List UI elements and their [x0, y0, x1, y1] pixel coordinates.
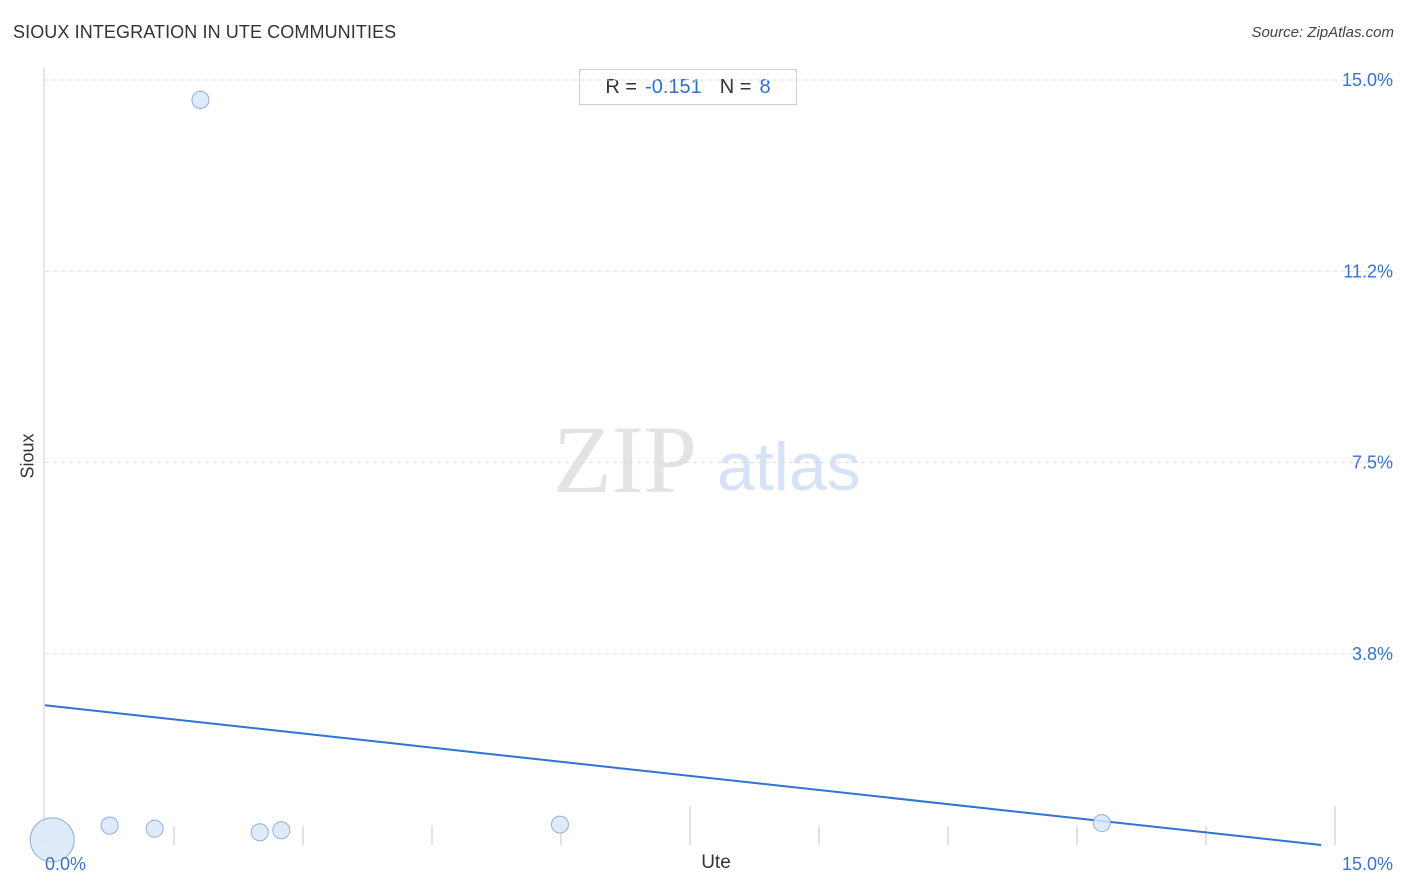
data-point — [145, 819, 164, 838]
tick-labels: 3.8% 7.5% 11.2% 15.0% 0.0% 15.0% — [45, 70, 1393, 874]
grid-lines — [45, 79, 1393, 655]
data-points — [29, 90, 1111, 863]
source-label: Source: ZipAtlas.com — [1251, 24, 1394, 41]
n-value: 8 — [759, 75, 771, 98]
y-tick-label: 3.8% — [1352, 644, 1393, 664]
data-point — [191, 90, 210, 109]
r-label: R = — [605, 75, 638, 98]
chart-title: SIOUX INTEGRATION IN UTE COMMUNITIES — [13, 22, 397, 42]
n-label: N = — [719, 75, 752, 98]
data-point — [550, 815, 569, 834]
x-tick-label: 0.0% — [45, 854, 86, 874]
data-point — [29, 817, 75, 863]
y-tick-label: 15.0% — [1342, 70, 1393, 90]
correlation-stat-box: R = -0.151 N = 8 — [579, 69, 797, 105]
data-point — [100, 816, 119, 835]
y-tick-label: 7.5% — [1352, 453, 1393, 473]
data-point — [1092, 814, 1111, 833]
x-tick-label: 15.0% — [1342, 854, 1393, 874]
watermark-atlas: atlas — [717, 429, 861, 505]
x-axis-label: Ute — [701, 852, 731, 873]
data-point — [272, 821, 291, 840]
watermark-zip: ZIP — [553, 406, 697, 513]
data-point — [250, 823, 269, 842]
trend-line — [44, 704, 1322, 846]
r-value: -0.151 — [645, 75, 702, 98]
trend-line-group — [44, 704, 1322, 846]
y-tick-label: 11.2% — [1343, 261, 1393, 281]
